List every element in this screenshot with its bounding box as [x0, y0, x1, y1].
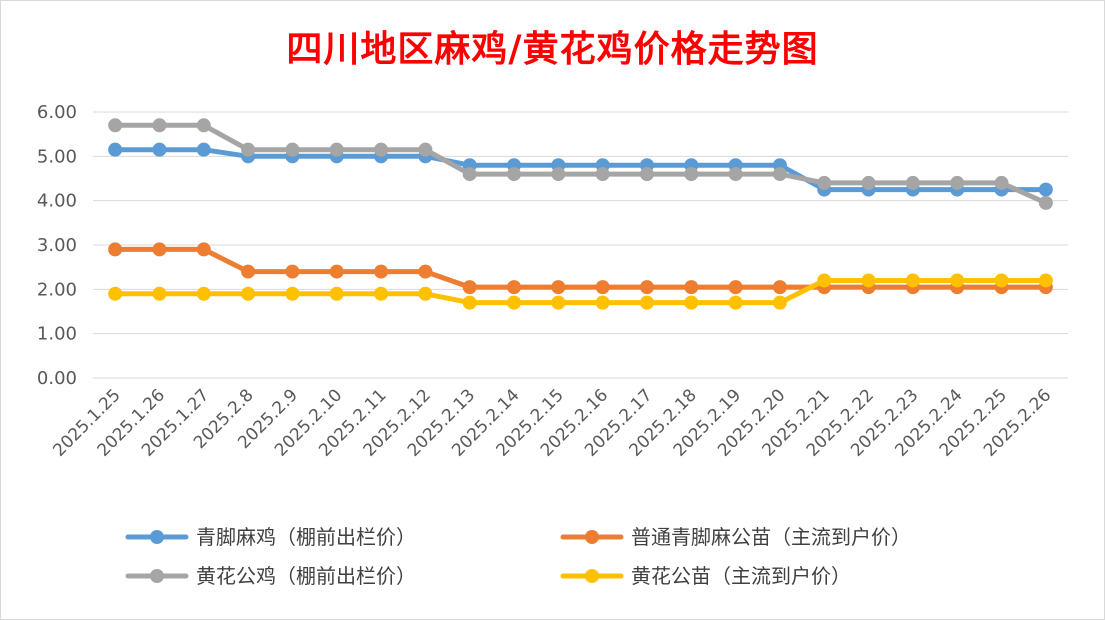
data-point	[639, 295, 654, 310]
data-point	[196, 118, 211, 133]
data-point	[772, 295, 787, 310]
legend-item: 普通青脚麻公苗（主流到户价）	[560, 525, 911, 549]
data-point	[507, 280, 522, 295]
chart-title: 四川地区麻鸡/黄花鸡价格走势图	[286, 28, 819, 70]
data-point	[462, 167, 477, 182]
grid-lines	[93, 111, 1068, 379]
data-point	[152, 142, 167, 157]
data-point	[728, 167, 743, 182]
data-point	[728, 295, 743, 310]
data-point	[507, 167, 522, 182]
data-point	[152, 118, 167, 133]
y-axis-ticks: 0.00 1.00 2.00 3.00 4.00 5.00 6.00	[37, 102, 77, 389]
series-line	[112, 147, 1049, 193]
data-point	[1038, 182, 1053, 197]
data-point	[1038, 273, 1053, 288]
data-point	[108, 142, 123, 157]
data-point	[950, 273, 965, 288]
legend-swatch-marker	[585, 569, 599, 583]
x-axis-ticks: 2025.1.252025.1.262025.1.272025.2.82025.…	[49, 385, 1055, 460]
series-2	[108, 242, 1053, 295]
data-point	[374, 264, 389, 279]
legend-item: 黄花公鸡（棚前出栏价）	[125, 564, 416, 588]
data-point	[374, 286, 389, 301]
series-4	[108, 273, 1053, 310]
data-point	[551, 167, 566, 182]
data-point	[152, 242, 167, 257]
data-point	[684, 295, 699, 310]
legend-item: 青脚麻鸡（棚前出栏价）	[125, 525, 416, 549]
legend-swatch-marker	[150, 530, 164, 544]
data-point	[595, 167, 610, 182]
data-point	[595, 295, 610, 310]
y-tick-label: 3.00	[37, 235, 77, 256]
data-point	[728, 280, 743, 295]
series-line	[112, 278, 1049, 306]
legend-item: 黄花公苗（主流到户价）	[560, 564, 851, 588]
data-point	[196, 286, 211, 301]
series-3	[108, 118, 1053, 210]
data-point	[994, 273, 1009, 288]
data-point	[551, 280, 566, 295]
data-point	[374, 142, 389, 157]
series-1	[108, 142, 1053, 197]
data-point	[285, 264, 300, 279]
data-point	[1038, 195, 1053, 210]
data-point	[639, 167, 654, 182]
data-point	[684, 280, 699, 295]
legend-swatch-marker	[585, 530, 599, 544]
data-point	[905, 273, 920, 288]
data-point	[905, 175, 920, 190]
data-point	[684, 167, 699, 182]
data-point	[285, 142, 300, 157]
data-point	[241, 286, 256, 301]
y-tick-label: 6.00	[37, 102, 77, 123]
legend: 青脚麻鸡（棚前出栏价） 普通青脚麻公苗（主流到户价） 黄花公鸡（棚前出栏价） 黄花公苗…	[125, 525, 911, 588]
data-point	[108, 242, 123, 257]
data-point	[507, 295, 522, 310]
data-point	[551, 295, 566, 310]
data-point	[196, 242, 211, 257]
data-point	[772, 167, 787, 182]
data-point	[950, 175, 965, 190]
data-point	[108, 286, 123, 301]
y-tick-label: 1.00	[37, 324, 77, 345]
series-layer	[108, 118, 1053, 310]
data-point	[152, 286, 167, 301]
legend-swatch-marker	[150, 569, 164, 583]
data-point	[329, 286, 344, 301]
data-point	[462, 280, 477, 295]
data-point	[329, 264, 344, 279]
data-point	[418, 142, 433, 157]
data-point	[241, 142, 256, 157]
data-point	[595, 280, 610, 295]
data-point	[817, 273, 832, 288]
data-point	[418, 264, 433, 279]
data-point	[994, 175, 1009, 190]
y-tick-label: 5.00	[37, 146, 77, 167]
data-point	[418, 286, 433, 301]
legend-label: 黄花公苗（主流到户价）	[631, 564, 851, 588]
data-point	[196, 142, 211, 157]
data-point	[817, 175, 832, 190]
data-point	[462, 295, 477, 310]
data-point	[772, 280, 787, 295]
series-line	[112, 246, 1049, 290]
data-point	[861, 273, 876, 288]
legend-label: 普通青脚麻公苗（主流到户价）	[631, 525, 911, 549]
y-tick-label: 2.00	[37, 279, 77, 300]
data-point	[241, 264, 256, 279]
data-point	[329, 142, 344, 157]
y-tick-label: 4.00	[37, 191, 77, 212]
data-point	[285, 286, 300, 301]
data-point	[861, 175, 876, 190]
data-point	[108, 118, 123, 133]
y-tick-label: 0.00	[37, 368, 77, 389]
series-line	[112, 122, 1049, 206]
data-point	[639, 280, 654, 295]
legend-label: 青脚麻鸡（棚前出栏价）	[196, 525, 416, 549]
legend-label: 黄花公鸡（棚前出栏价）	[196, 564, 416, 588]
